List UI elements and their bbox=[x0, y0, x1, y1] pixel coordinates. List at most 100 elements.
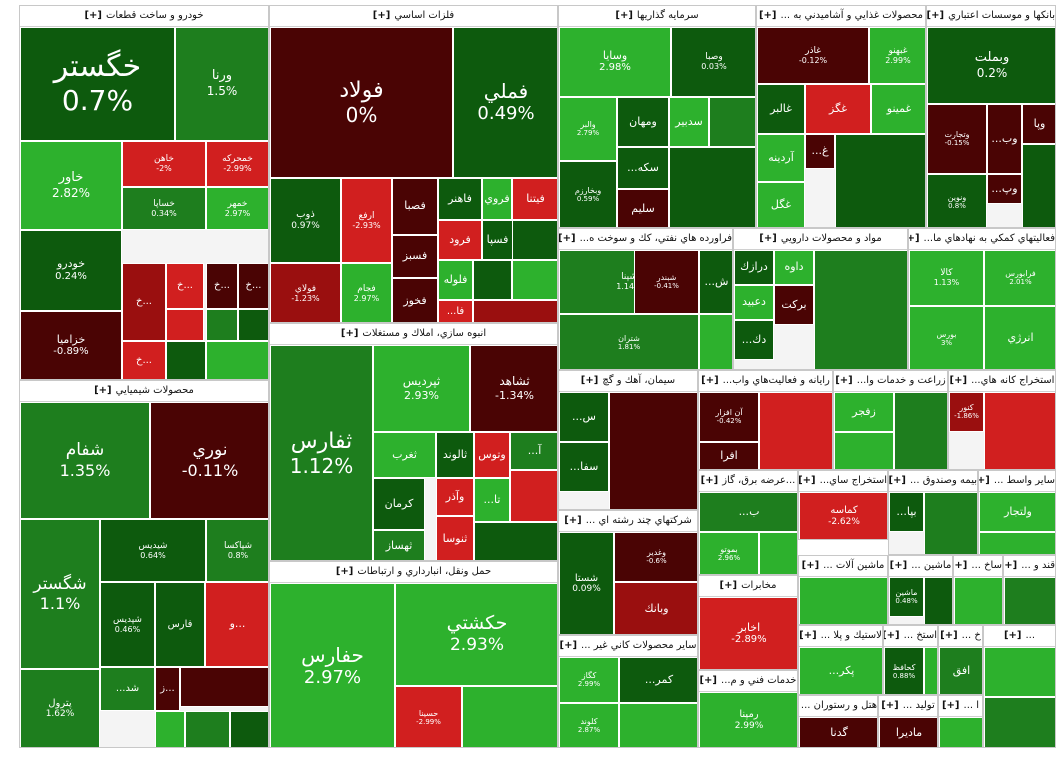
small-stock-cell[interactable] bbox=[512, 260, 557, 300]
stock-tile[interactable]: بورس 3% bbox=[909, 306, 984, 369]
stock-tile[interactable]: ثنوسا bbox=[436, 516, 474, 560]
stock-tile[interactable]: غگل bbox=[757, 182, 805, 227]
stock-tile[interactable]: ...بپا bbox=[889, 492, 924, 532]
sector-header[interactable]: سرمايه گذاريها[+] bbox=[559, 6, 755, 27]
small-stock-cell[interactable] bbox=[238, 309, 268, 341]
stock-tile[interactable]: دعبيد bbox=[734, 285, 774, 320]
stock-tile[interactable]: ورنا 1.5% bbox=[175, 27, 268, 141]
stock-tile[interactable]: وتجارت -0.15% bbox=[927, 104, 987, 174]
expand-sector-icon[interactable]: [+] bbox=[799, 630, 817, 641]
stock-tile[interactable]: بركت bbox=[774, 285, 814, 325]
sector-header[interactable]: رايانه و فعاليت‌هاي واب...[+] bbox=[699, 371, 832, 392]
expand-sector-icon[interactable]: [+] bbox=[949, 375, 968, 386]
stock-tile[interactable]: ...ش bbox=[699, 250, 732, 314]
stock-tile[interactable]: خاهن -2% bbox=[122, 141, 206, 187]
sector-header[interactable]: خدمات فني و م...[+] bbox=[699, 671, 797, 692]
stock-tile[interactable]: وتوس bbox=[474, 432, 510, 478]
expand-sector-icon[interactable]: [+] bbox=[372, 10, 391, 21]
stock-tile[interactable]: ثغرب bbox=[373, 432, 436, 478]
small-stock-cell[interactable] bbox=[512, 220, 557, 260]
expand-sector-icon[interactable]: [+] bbox=[84, 10, 102, 21]
expand-sector-icon[interactable]: [+] bbox=[340, 328, 359, 339]
stock-tile[interactable]: كماسه -2.62% bbox=[799, 492, 887, 539]
stock-tile[interactable]: خزاميا -0.89% bbox=[20, 311, 122, 379]
stock-tile[interactable]: خ... bbox=[122, 263, 166, 341]
stock-tile[interactable]: شپديس 0.46% bbox=[100, 582, 155, 667]
stock-tile[interactable]: خمهر 2.97% bbox=[206, 187, 268, 230]
stock-tile[interactable]: خ... bbox=[166, 263, 204, 309]
stock-tile[interactable]: بموتو 2.96% bbox=[699, 532, 759, 574]
stock-tile[interactable]: فملي 0.49% bbox=[453, 27, 557, 178]
stock-tile[interactable]: حكشتي 2.93% bbox=[395, 583, 557, 686]
stock-tile[interactable]: ماديرا bbox=[879, 717, 937, 747]
sector-header[interactable]: ماشين ...[+] bbox=[889, 556, 952, 577]
sector-header[interactable]: قند و ...[+] bbox=[1004, 556, 1055, 577]
sector-header[interactable]: فراورده هاي نفتي، كك و سوخت ه...[+] bbox=[559, 229, 732, 250]
expand-sector-icon[interactable]: [+] bbox=[758, 10, 777, 21]
small-stock-cell[interactable] bbox=[166, 341, 206, 379]
stock-tile[interactable]: فلوله bbox=[438, 260, 473, 300]
stock-tile[interactable]: حفارس 2.97% bbox=[270, 583, 395, 747]
small-stock-cell[interactable] bbox=[814, 250, 907, 369]
small-stock-cell[interactable] bbox=[924, 577, 952, 624]
small-stock-cell[interactable] bbox=[185, 711, 230, 747]
expand-sector-icon[interactable]: [+] bbox=[94, 385, 112, 396]
stock-tile[interactable]: فاهنر bbox=[438, 178, 482, 220]
small-stock-cell[interactable] bbox=[939, 717, 982, 747]
sector-header[interactable]: ساخ ...[+] bbox=[954, 556, 1002, 577]
small-stock-cell[interactable] bbox=[835, 134, 925, 227]
stock-tile[interactable]: وبملت 0.2% bbox=[927, 27, 1055, 104]
stock-tile[interactable]: كالا 1.13% bbox=[909, 250, 984, 306]
stock-tile[interactable]: زفجر bbox=[834, 392, 894, 432]
stock-tile[interactable]: ...كمر bbox=[619, 657, 697, 703]
stock-tile[interactable]: فصبا bbox=[392, 178, 438, 235]
expand-sector-icon[interactable]: [+] bbox=[559, 640, 578, 651]
stock-tile[interactable]: ثپرديس 2.93% bbox=[373, 345, 470, 432]
small-stock-cell[interactable] bbox=[510, 470, 557, 522]
stock-tile[interactable]: ثفارس 1.12% bbox=[270, 345, 373, 560]
stock-tile[interactable]: وغدير -0.6% bbox=[614, 532, 697, 582]
small-stock-cell[interactable] bbox=[206, 341, 268, 379]
small-stock-cell[interactable] bbox=[799, 577, 887, 624]
stock-tile[interactable]: فسبز bbox=[392, 235, 438, 278]
sector-header[interactable]: مواد و محصولات دارويي[+] bbox=[734, 229, 907, 250]
sector-header[interactable]: ...[+] bbox=[984, 626, 1055, 647]
small-stock-cell[interactable] bbox=[894, 392, 947, 469]
stock-tile[interactable]: انرژي bbox=[984, 306, 1055, 369]
stock-tile[interactable]: ...پكر bbox=[799, 647, 882, 694]
stock-tile[interactable]: شفام 1.35% bbox=[20, 402, 150, 519]
small-stock-cell[interactable] bbox=[230, 711, 268, 747]
stock-tile[interactable]: پترول 1.62% bbox=[20, 669, 100, 747]
stock-tile[interactable]: ...وپ bbox=[987, 174, 1022, 204]
sector-header[interactable]: بيمه وصندوق ...[+] bbox=[889, 471, 977, 492]
expand-sector-icon[interactable]: [+] bbox=[889, 560, 908, 571]
stock-tile[interactable]: داوه bbox=[774, 250, 814, 285]
stock-tile[interactable]: خ... bbox=[206, 263, 238, 309]
stock-tile[interactable]: سدبير bbox=[669, 97, 709, 147]
stock-tile[interactable]: وآذر bbox=[436, 478, 474, 516]
sector-header[interactable]: فلزات اساسي[+] bbox=[270, 6, 557, 27]
expand-sector-icon[interactable]: [+] bbox=[699, 675, 718, 686]
small-stock-cell[interactable] bbox=[1022, 144, 1055, 227]
stock-tile[interactable]: ...غ bbox=[805, 134, 835, 169]
small-stock-cell[interactable] bbox=[619, 703, 697, 747]
stock-tile[interactable]: خاور 2.82% bbox=[20, 141, 122, 230]
stock-tile[interactable]: ...تا bbox=[474, 478, 510, 522]
expand-sector-icon[interactable]: [+] bbox=[719, 580, 738, 591]
stock-tile[interactable]: درازك bbox=[734, 250, 774, 285]
sector-header[interactable]: سيمان، آهك و گچ[+] bbox=[559, 371, 697, 392]
sector-header[interactable]: مخابرات[+] bbox=[699, 576, 797, 597]
sector-header[interactable]: خ ...[+] bbox=[939, 626, 982, 647]
small-stock-cell[interactable] bbox=[984, 647, 1055, 697]
stock-tile[interactable]: وبانك bbox=[614, 582, 697, 634]
expand-sector-icon[interactable]: [+] bbox=[835, 375, 853, 386]
sector-header[interactable]: محصولات غذايي و آشاميدني به ...[+] bbox=[757, 6, 925, 27]
expand-sector-icon[interactable]: [+] bbox=[979, 475, 990, 486]
stock-tile[interactable]: خودرو 0.24% bbox=[20, 230, 122, 311]
stock-tile[interactable]: فرابورس 2.01% bbox=[984, 250, 1055, 306]
stock-tile[interactable]: ...وب bbox=[987, 104, 1022, 174]
stock-tile[interactable]: غگز bbox=[805, 84, 871, 134]
stock-tile[interactable]: شگستر 1.1% bbox=[20, 519, 100, 669]
sector-header[interactable]: انبوه سازي، املاك و مستغلات[+] bbox=[270, 324, 557, 345]
stock-tile[interactable]: ونوين 0.8% bbox=[927, 174, 987, 227]
